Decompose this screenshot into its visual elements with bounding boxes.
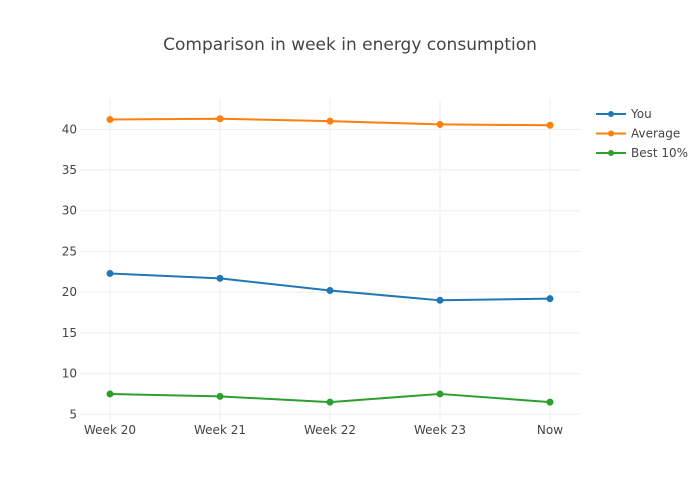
x-tick-label: Week 20 bbox=[84, 423, 136, 437]
data-point bbox=[546, 295, 554, 303]
legend-label: You bbox=[630, 107, 652, 121]
data-point bbox=[546, 121, 554, 129]
series-you bbox=[106, 269, 554, 304]
data-point bbox=[106, 390, 114, 398]
y-tick-label: 35 bbox=[62, 163, 77, 177]
y-tick-label: 25 bbox=[62, 244, 77, 258]
data-point bbox=[436, 120, 444, 128]
legend-item[interactable]: Average bbox=[596, 127, 680, 141]
grid-layer bbox=[80, 100, 580, 420]
y-tick-label: 10 bbox=[62, 367, 77, 381]
data-point bbox=[546, 398, 554, 406]
x-tick-label: Week 22 bbox=[304, 423, 356, 437]
y-tick-label: 15 bbox=[62, 326, 77, 340]
x-tick-label: Now bbox=[537, 423, 563, 437]
x-tick-label: Week 23 bbox=[414, 423, 466, 437]
data-point bbox=[216, 115, 224, 123]
legend-item[interactable]: Best 10% bbox=[596, 146, 688, 160]
series-average bbox=[106, 115, 554, 129]
series-layer bbox=[106, 115, 554, 406]
legend-marker bbox=[608, 130, 614, 137]
legend-label: Average bbox=[631, 127, 680, 141]
data-point bbox=[436, 296, 444, 304]
data-point bbox=[326, 287, 334, 295]
legend-item[interactable]: You bbox=[596, 107, 652, 121]
chart-title: Comparison in week in energy consumption bbox=[163, 35, 537, 55]
y-tick-label: 5 bbox=[69, 407, 77, 421]
data-point bbox=[326, 398, 334, 406]
data-point bbox=[436, 390, 444, 398]
y-tick-label: 20 bbox=[62, 285, 77, 299]
legend[interactable]: You Average Best 10% bbox=[596, 107, 688, 160]
data-point bbox=[106, 269, 114, 277]
legend-marker bbox=[608, 150, 614, 156]
y-tick-label: 30 bbox=[62, 204, 77, 218]
x-tick-label: Week 21 bbox=[194, 423, 246, 437]
axis-layer: Week 20 Week 21 Week 22 Week 23 Now 5 10 15 20 25… bbox=[62, 122, 564, 437]
legend-marker bbox=[608, 111, 614, 117]
data-point bbox=[216, 392, 224, 400]
data-point bbox=[326, 117, 334, 125]
y-tick-label: 40 bbox=[62, 122, 77, 136]
legend-label: Best 10% bbox=[631, 146, 688, 160]
data-point bbox=[216, 274, 224, 282]
series-best-10 bbox=[106, 390, 554, 406]
data-point bbox=[106, 116, 114, 124]
